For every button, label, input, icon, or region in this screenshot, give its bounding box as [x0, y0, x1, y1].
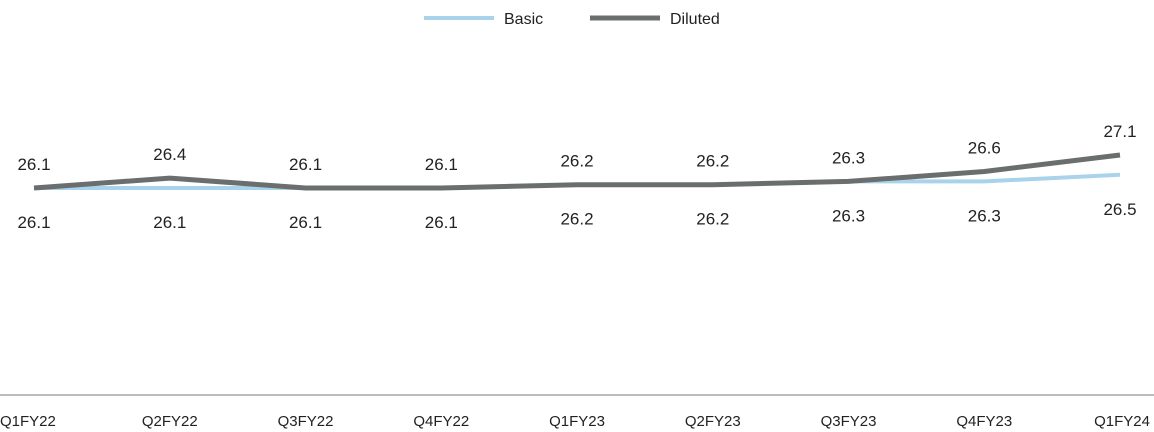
x-tick-label: Q1FY22 — [0, 413, 56, 430]
legend-label-diluted: Diluted — [670, 11, 720, 28]
data-label-diluted: 26.1 — [17, 155, 50, 174]
x-tick-label: Q4FY23 — [956, 413, 1012, 430]
x-tick-label: Q2FY23 — [685, 413, 741, 430]
data-label-basic: 26.2 — [696, 210, 729, 229]
x-tick-label: Q3FY22 — [278, 413, 334, 430]
data-label-diluted: 26.2 — [696, 152, 729, 171]
x-tick-label: Q3FY23 — [821, 413, 877, 430]
x-tick-label: Q1FY24 — [1094, 413, 1150, 430]
data-label-diluted: 26.1 — [425, 155, 458, 174]
data-label-basic: 26.1 — [153, 213, 186, 232]
data-label-basic: 26.5 — [1103, 200, 1136, 219]
plot-area: 26.1 26.1 26.1 26.1 26.2 26.2 26.3 26.3 26.5 26.1… — [17, 122, 1136, 232]
data-label-diluted: 26.1 — [289, 155, 322, 174]
data-label-diluted: 27.1 — [1103, 122, 1136, 141]
data-label-basic: 26.1 — [289, 213, 322, 232]
data-label-diluted: 26.3 — [832, 148, 865, 167]
series-line-diluted — [33, 152, 1121, 191]
x-tick-label: Q2FY22 — [142, 413, 198, 430]
legend-label-basic: Basic — [504, 11, 543, 28]
x-tick-label: Q4FY22 — [413, 413, 469, 430]
x-tick-label: Q1FY23 — [549, 413, 605, 430]
data-label-basic: 26.1 — [17, 213, 50, 232]
data-label-basic: 26.3 — [832, 206, 865, 225]
data-label-basic: 26.2 — [560, 210, 593, 229]
x-axis-ticks: Q1FY22 Q2FY22 Q3FY22 Q4FY22 Q1FY23 Q2FY23 Q3FY… — [0, 413, 1150, 430]
data-label-basic: 26.3 — [968, 206, 1001, 225]
legend: Basic Diluted — [424, 11, 720, 28]
data-label-diluted: 26.4 — [153, 145, 186, 164]
data-label-diluted: 26.2 — [560, 152, 593, 171]
data-label-diluted: 26.6 — [968, 139, 1001, 158]
data-label-basic: 26.1 — [425, 213, 458, 232]
